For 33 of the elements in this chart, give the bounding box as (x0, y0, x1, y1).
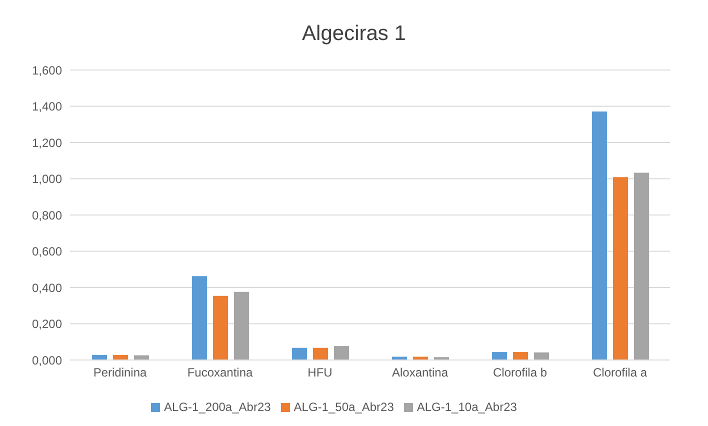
bar (534, 352, 549, 360)
legend-label: ALG-1_10a_Abr23 (416, 400, 517, 414)
bar (392, 356, 407, 360)
bar (613, 177, 628, 360)
legend-label: ALG-1_50a_Abr23 (294, 400, 394, 414)
y-tick-label: 0,600 (32, 244, 62, 259)
bar (313, 348, 328, 360)
bar (492, 352, 507, 360)
x-tick-label: Clorofila b (492, 366, 548, 380)
bar (592, 112, 607, 360)
x-tick-label: HFU (308, 366, 332, 380)
bar (634, 172, 649, 360)
bar (234, 292, 249, 360)
bar (513, 352, 528, 360)
y-tick-label: 1,600 (32, 63, 62, 78)
x-tick-label: Aloxantina (392, 366, 448, 380)
x-tick-label: Clorofila a (592, 366, 648, 380)
y-tick-label: 0,800 (32, 208, 62, 222)
y-tick-label: 0,400 (32, 280, 62, 295)
y-tick-label: 0,200 (32, 317, 62, 332)
x-tick-label: Fucoxantina (187, 366, 254, 380)
y-tick-label: 1,400 (32, 100, 62, 114)
legend-label: ALG-1_200a_Abr23 (164, 400, 271, 414)
bar (413, 356, 428, 360)
chart-title: Algeciras 1 (301, 21, 407, 47)
x-tick-label: Peridinina (93, 366, 148, 380)
bar (292, 348, 307, 360)
y-tick-label: 1,200 (32, 136, 62, 150)
bar (192, 276, 207, 360)
bar (334, 346, 349, 360)
y-tick-label: 0,000 (32, 353, 62, 368)
y-tick-label: 1,000 (32, 172, 62, 186)
bar (213, 296, 228, 360)
